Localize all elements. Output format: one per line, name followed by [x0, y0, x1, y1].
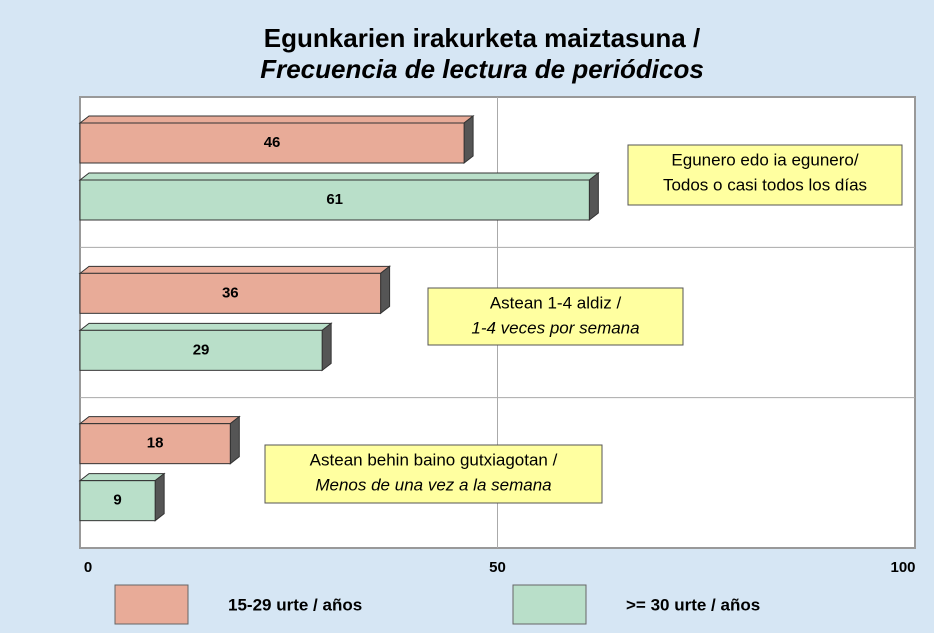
category-label: Astean behin baino gutxiagotan /	[310, 450, 558, 469]
chart-subtitle: Frecuencia de lectura de periódicos	[260, 54, 704, 84]
bar-top	[78, 473, 166, 482]
bar	[79, 122, 465, 164]
bar-top	[78, 265, 392, 274]
bar-side	[229, 415, 240, 465]
bar	[79, 423, 231, 465]
bar	[79, 480, 156, 522]
bar	[79, 179, 590, 221]
value-label: 9	[113, 492, 121, 509]
legend-label: >= 30 urte / años	[626, 595, 760, 614]
x-tick-label: 50	[489, 559, 506, 576]
value-label: 36	[222, 284, 239, 301]
legend-label: 15-29 urte / años	[228, 595, 362, 614]
bar-side	[588, 171, 599, 222]
bar-top	[78, 416, 241, 425]
category-box	[264, 444, 603, 504]
bar-top	[78, 322, 333, 331]
category-box	[627, 144, 903, 206]
category-box	[427, 287, 684, 346]
value-label: 46	[264, 134, 281, 151]
bar-side	[321, 322, 332, 372]
bar-top	[78, 115, 475, 124]
category-label: Todos o casi todos los días	[663, 175, 867, 194]
category-label: 1-4 veces por semana	[471, 318, 639, 337]
bar-side	[463, 114, 474, 165]
bar-side	[154, 472, 165, 522]
chart-title: Egunkarien irakurketa maiztasuna /	[264, 23, 700, 53]
value-label: 29	[193, 341, 210, 358]
bar	[79, 272, 382, 314]
bar-top	[78, 172, 600, 181]
category-label: Menos de una vez a la semana	[315, 475, 551, 494]
category-label: Astean 1-4 aldiz /	[490, 293, 622, 312]
x-tick-label: 0	[84, 559, 92, 576]
bar	[79, 329, 323, 371]
category-label: Egunero edo ia egunero/	[671, 150, 858, 169]
value-label: 18	[147, 435, 164, 452]
x-tick-label: 100	[890, 559, 915, 576]
value-label: 61	[326, 191, 343, 208]
legend-swatch	[114, 584, 189, 625]
legend-swatch	[512, 584, 587, 625]
bar-side	[380, 265, 391, 315]
